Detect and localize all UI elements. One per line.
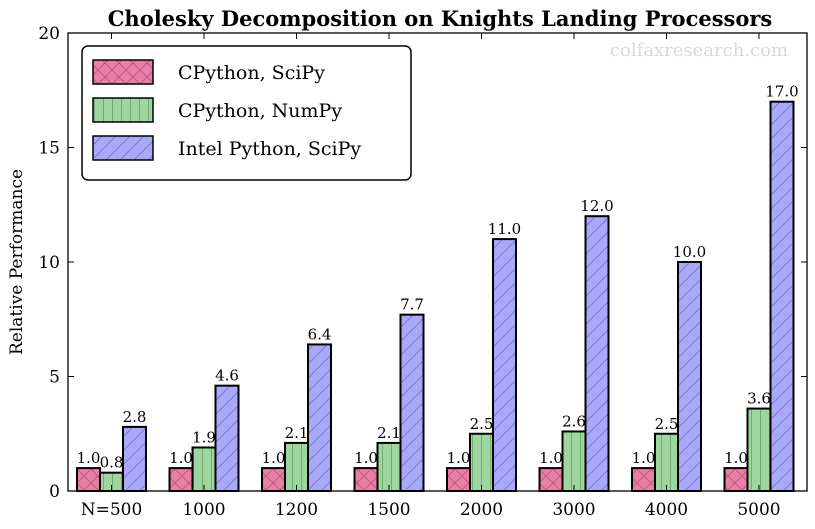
plot-frame — [67, 32, 808, 492]
legend-label: CPython, SciPy — [178, 62, 325, 84]
legend: CPython, SciPy CPython, NumPy Intel Python… — [81, 45, 412, 181]
data-label-intel-python-scipy-2: 6.4 — [308, 325, 332, 343]
data-label-cpython-numpy-5: 2.6 — [562, 412, 586, 430]
y-axis-ticks: 0 5 10 15 20 — [38, 24, 807, 502]
data-label-intel-python-scipy-3: 7.7 — [400, 296, 424, 314]
data-label-cpython-numpy-4: 2.5 — [470, 415, 494, 433]
legend-box — [81, 45, 412, 181]
bar-cpython-scipy-7 — [723, 467, 749, 493]
bar-intel-python-scipy-7 — [769, 100, 795, 492]
x-tick-label: 5000 — [737, 500, 780, 520]
y-tick-label: 0 — [49, 482, 60, 502]
bar-cpython-scipy-1 — [168, 467, 194, 493]
bar-cpython-numpy-4 — [469, 432, 494, 492]
data-label-cpython-scipy-5: 1.0 — [539, 449, 563, 467]
bar-cpython-numpy-7 — [746, 407, 772, 492]
chart-title: Cholesky Decomposition on Knights Landin… — [108, 6, 773, 31]
y-tick-label: 20 — [38, 24, 60, 44]
y-tick-label: 10 — [38, 253, 60, 273]
x-tick-label: 2000 — [460, 500, 503, 520]
bar-intel-python-scipy-3 — [399, 313, 425, 493]
bar-cpython-numpy-2 — [284, 441, 309, 493]
data-label-intel-python-scipy-4: 11.0 — [488, 220, 521, 238]
data-label-cpython-scipy-7: 1.0 — [724, 449, 748, 467]
bar-intel-python-scipy-2 — [307, 343, 332, 492]
legend-label: Intel Python, SciPy — [178, 138, 361, 160]
data-label-cpython-numpy-0: 0.8 — [100, 454, 124, 472]
bar-cpython-numpy-5 — [561, 430, 587, 492]
data-label-intel-python-scipy-6: 10.0 — [673, 243, 706, 261]
data-label-cpython-numpy-6: 2.5 — [655, 415, 679, 433]
bar-cpython-scipy-4 — [446, 467, 471, 493]
y-axis-label: Relative Performance — [7, 169, 27, 355]
x-tick-label: 4000 — [645, 500, 688, 520]
bar-cpython-numpy-1 — [191, 446, 217, 492]
data-label-cpython-scipy-1: 1.0 — [169, 449, 193, 467]
bar-cpython-scipy-5 — [538, 467, 564, 493]
data-label-intel-python-scipy-1: 4.6 — [215, 367, 239, 385]
watermark: colfaxresearch.com — [610, 40, 788, 61]
x-tick-label: 1200 — [275, 500, 318, 520]
data-label-cpython-scipy-3: 1.0 — [354, 449, 378, 467]
y-tick-label: 15 — [38, 139, 60, 159]
data-label-cpython-scipy-6: 1.0 — [632, 449, 656, 467]
y-tick-label: 5 — [49, 368, 60, 388]
data-labels-layer: 1.0 1.0 1.0 1.0 1.0 1.0 1.0 1.00.81.9 2.1 2.12.5 2… — [77, 83, 799, 472]
x-tick-label: 3000 — [552, 500, 595, 520]
data-label-cpython-scipy-0: 1.0 — [77, 449, 101, 467]
bar-intel-python-scipy-6 — [677, 261, 702, 492]
x-tick-label: 1000 — [182, 500, 225, 520]
data-label-cpython-numpy-3: 2.1 — [377, 424, 401, 442]
data-label-cpython-numpy-7: 3.6 — [747, 390, 771, 408]
data-label-cpython-scipy-2: 1.0 — [262, 449, 286, 467]
data-label-intel-python-scipy-0: 2.8 — [123, 408, 147, 426]
data-label-cpython-scipy-4: 1.0 — [447, 449, 471, 467]
x-axis-ticks: N=500 1000 1200 1500 2000 3000 4000 5000 — [81, 33, 781, 520]
legend-entry-cpython-numpy: CPython, NumPy — [92, 97, 342, 123]
legend-label: CPython, NumPy — [178, 100, 342, 122]
x-tick-label: N=500 — [81, 500, 143, 520]
data-label-cpython-numpy-2: 2.1 — [285, 424, 309, 442]
x-tick-label: 1500 — [367, 500, 410, 520]
bar-intel-python-scipy-0 — [122, 425, 147, 493]
legend-entry-cpython-scipy: CPython, SciPy — [92, 59, 325, 85]
bar-intel-python-scipy-4 — [492, 238, 517, 492]
bar-cpython-scipy-6 — [631, 467, 656, 493]
bar-cpython-scipy-3 — [353, 467, 379, 493]
legend-entry-intel-python-scipy: Intel Python, SciPy — [92, 135, 361, 161]
bar-cpython-numpy-6 — [654, 432, 679, 492]
data-label-intel-python-scipy-5: 12.0 — [580, 197, 613, 215]
legend-entries: CPython, SciPy CPython, NumPy Intel Python… — [92, 59, 361, 161]
bars-layer — [76, 100, 795, 493]
data-label-cpython-numpy-1: 1.9 — [192, 428, 216, 446]
bar-cpython-numpy-3 — [376, 441, 402, 493]
bar-cpython-scipy-2 — [261, 467, 286, 493]
bar-intel-python-scipy-5 — [584, 215, 610, 492]
bar-intel-python-scipy-1 — [214, 384, 240, 492]
data-label-intel-python-scipy-7: 17.0 — [765, 83, 798, 101]
bar-cpython-scipy-0 — [76, 467, 101, 493]
